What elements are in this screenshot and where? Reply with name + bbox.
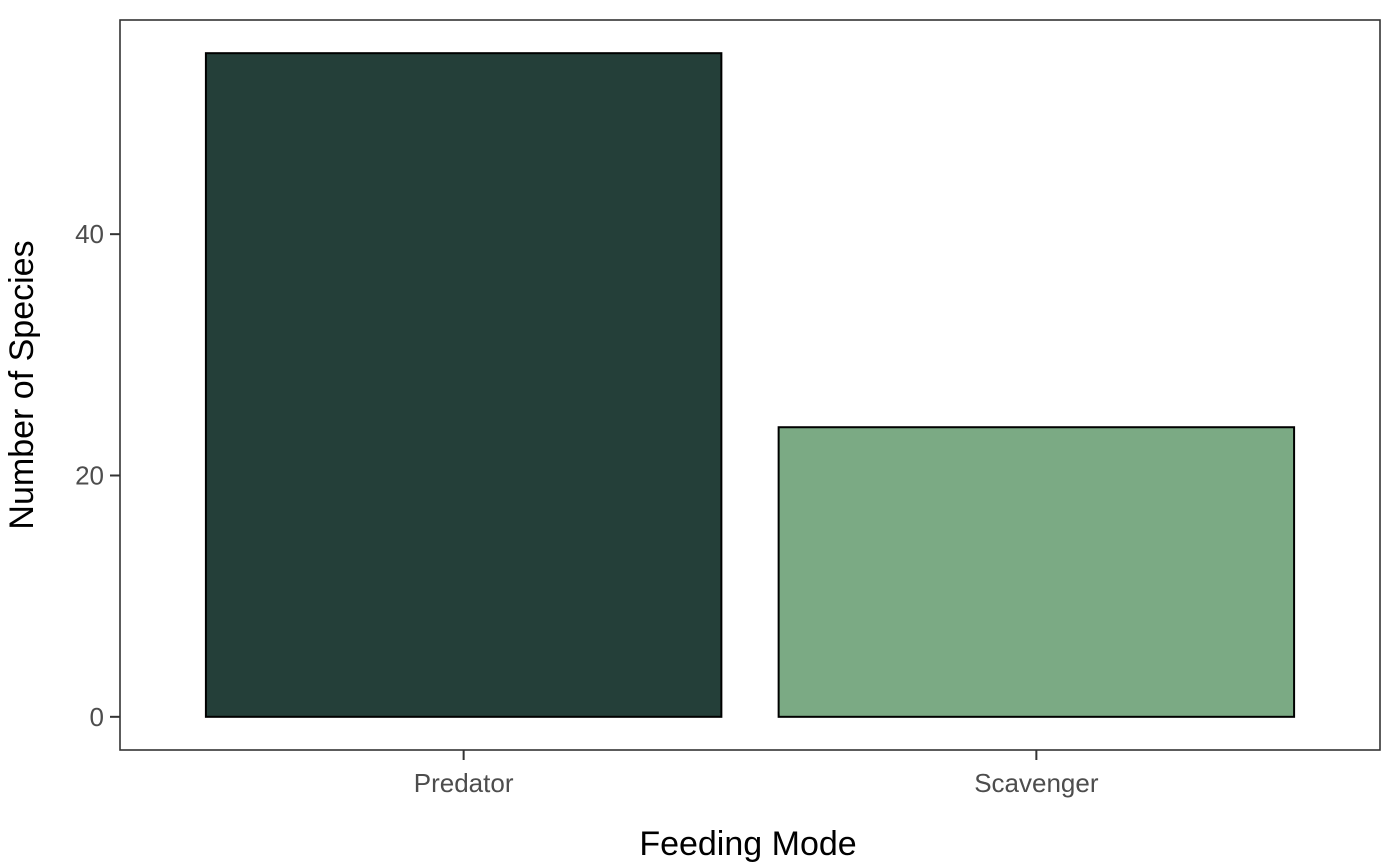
- y-axis-title: Number of Species: [3, 240, 41, 529]
- y-tick-label: 20: [75, 460, 104, 490]
- x-tick-label: Predator: [414, 768, 514, 798]
- bar-scavenger: [777, 426, 1296, 718]
- y-tick-label: 0: [90, 702, 104, 732]
- y-axis: 0 20 40: [75, 219, 120, 732]
- bar-predator: [204, 52, 723, 718]
- x-axis: Predator Scavenger: [414, 750, 1099, 798]
- y-tick-label: 40: [75, 219, 104, 249]
- bars-group: [204, 52, 1296, 718]
- x-tick-label: Scavenger: [974, 768, 1099, 798]
- x-axis-title: Feeding Mode: [639, 825, 856, 863]
